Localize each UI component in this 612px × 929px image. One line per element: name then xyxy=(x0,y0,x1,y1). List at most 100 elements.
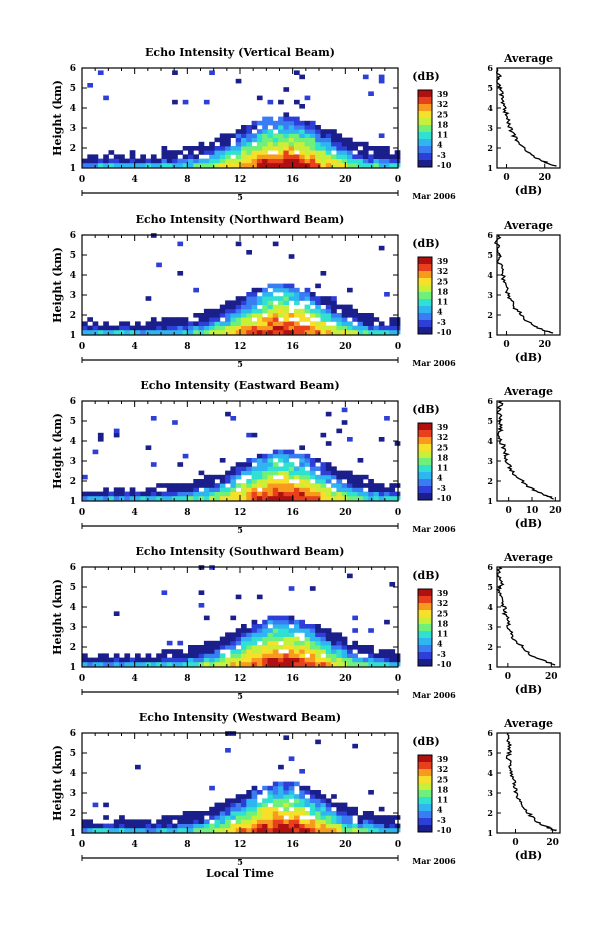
heatmap-cell xyxy=(256,653,263,658)
heatmap-cell xyxy=(288,661,295,667)
heatmap-cells xyxy=(82,565,401,667)
heatmap-cell xyxy=(219,645,226,650)
heatmap-cell xyxy=(82,495,88,501)
heatmap-cell xyxy=(299,769,305,774)
heatmap-cell xyxy=(198,649,205,654)
heatmap-cell xyxy=(288,653,295,658)
average-x-tick-label: 0 xyxy=(506,506,512,516)
heatmap-cell xyxy=(203,657,210,663)
heatmap-cell xyxy=(230,661,237,667)
heatmap-cell xyxy=(325,308,332,314)
heatmap-cell xyxy=(129,162,136,168)
heatmap-cell xyxy=(230,474,237,480)
heatmap-cell xyxy=(288,283,295,289)
heatmap-cell xyxy=(325,798,332,803)
heatmap-cell xyxy=(177,823,184,829)
heatmap-cell xyxy=(341,407,348,413)
heatmap-cell xyxy=(262,116,268,122)
heatmap-cell xyxy=(267,141,274,147)
heatmap-cell xyxy=(278,479,284,484)
heatmap-cell xyxy=(225,661,231,667)
heatmap-cell xyxy=(378,150,385,155)
heatmap-cell xyxy=(299,129,305,134)
heatmap-cell xyxy=(341,819,348,824)
y-tick-label: 1 xyxy=(70,663,76,673)
heatmap-cell xyxy=(294,649,300,654)
heatmap-cell xyxy=(103,491,109,497)
heatmap-cell xyxy=(294,495,300,501)
heatmap-cell xyxy=(182,146,189,151)
heatmap-cell xyxy=(230,615,237,621)
heatmap-cell xyxy=(156,158,162,164)
heatmap-cell xyxy=(230,470,237,476)
heatmap-cell xyxy=(235,154,242,159)
colorbar-segment xyxy=(418,493,432,497)
heatmap-cell xyxy=(209,827,215,833)
heatmap-cell xyxy=(124,653,131,658)
heatmap-cell xyxy=(278,150,284,155)
heatmap-cell xyxy=(251,146,258,151)
heatmap-cell xyxy=(92,491,99,497)
heatmap-cell xyxy=(315,790,321,795)
heatmap-cell xyxy=(135,819,141,824)
heatmap-cell xyxy=(188,491,194,497)
heatmap-cell xyxy=(251,287,258,293)
heatmap-cell xyxy=(309,657,316,663)
heatmap-cell xyxy=(267,619,274,625)
heatmap-cell xyxy=(262,137,268,143)
heatmap-cell xyxy=(241,806,247,812)
heatmap-cell xyxy=(341,150,348,155)
heatmap-cell xyxy=(256,129,263,134)
y-tick-label: 3 xyxy=(70,457,76,467)
heatmap-cell xyxy=(378,162,385,168)
heatmap-cell xyxy=(172,491,178,497)
heatmap-cell xyxy=(251,470,258,476)
colorbar-segment xyxy=(418,627,432,632)
heatmap-cell xyxy=(299,462,305,467)
heatmap-cell xyxy=(352,628,358,633)
heatmap-cell xyxy=(325,628,332,633)
heatmap-cell xyxy=(299,453,305,459)
heatmap-cell xyxy=(182,815,189,820)
heatmap-cell xyxy=(336,657,343,663)
heatmap-cell xyxy=(256,95,263,101)
heatmap-cell xyxy=(389,317,396,322)
heatmap-cell xyxy=(352,661,358,667)
heatmap-cell xyxy=(309,462,316,467)
heatmap-cell xyxy=(272,133,279,138)
heatmap-cell xyxy=(198,321,205,326)
heatmap-cell xyxy=(113,432,120,438)
colorbar-segment xyxy=(418,111,432,115)
heatmap-cell xyxy=(304,308,311,314)
heatmap-cell xyxy=(198,162,205,168)
colorbar-unit: (dB) xyxy=(412,70,439,83)
average-y-tick-label: 5 xyxy=(487,250,493,260)
heatmap-cell xyxy=(262,321,268,326)
heatmap-cell xyxy=(241,653,247,658)
heatmap-cell xyxy=(283,283,290,289)
heatmap-cell xyxy=(267,462,274,467)
heatmap-cell xyxy=(172,827,178,833)
heatmap-cell xyxy=(278,154,284,159)
heatmap-cell xyxy=(225,329,231,335)
heatmap-cell xyxy=(251,125,258,130)
heatmap-cell xyxy=(304,162,311,168)
heatmap-cell xyxy=(219,657,226,663)
heatmap-cell xyxy=(272,785,279,791)
heatmap-cell xyxy=(336,495,343,501)
heatmap-cell xyxy=(82,162,88,168)
heatmap-cell xyxy=(357,483,364,488)
heatmap-cell xyxy=(341,317,348,322)
heatmap-cell xyxy=(294,325,300,331)
heatmap-cell xyxy=(193,653,199,658)
heatmap-cell xyxy=(241,462,247,467)
heatmap-cell xyxy=(262,470,268,476)
heatmap-cell xyxy=(241,636,247,642)
colorbar-tick-label: 11 xyxy=(437,795,448,805)
heatmap-cell xyxy=(193,321,199,326)
heatmap-cell xyxy=(140,162,146,168)
heatmap-cell xyxy=(294,487,300,492)
heatmap-cell xyxy=(182,325,189,331)
heatmap-cell xyxy=(188,649,194,654)
heatmap-cell xyxy=(166,150,173,155)
